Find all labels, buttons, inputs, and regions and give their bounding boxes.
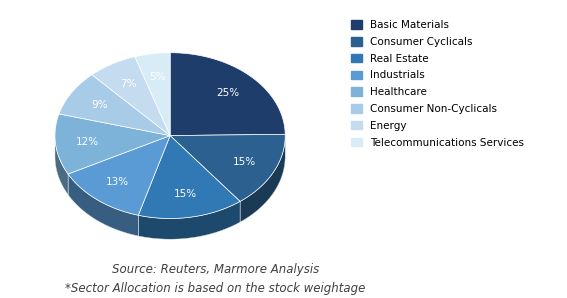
Legend: Basic Materials, Consumer Cyclicals, Real Estate, Industrials, Healthcare, Consu: Basic Materials, Consumer Cyclicals, Rea… — [352, 20, 524, 148]
Polygon shape — [138, 201, 240, 239]
Text: 25%: 25% — [217, 88, 240, 98]
Polygon shape — [135, 53, 170, 136]
Text: 15%: 15% — [174, 189, 197, 199]
Polygon shape — [59, 75, 170, 136]
Polygon shape — [68, 174, 138, 236]
Polygon shape — [68, 136, 170, 215]
Polygon shape — [55, 114, 170, 174]
Polygon shape — [55, 136, 68, 195]
Polygon shape — [170, 134, 285, 201]
Text: 5%: 5% — [149, 72, 166, 82]
Polygon shape — [68, 174, 138, 236]
Polygon shape — [170, 53, 285, 136]
Text: 9%: 9% — [91, 100, 107, 110]
Polygon shape — [92, 57, 170, 136]
Text: 13%: 13% — [106, 177, 129, 187]
Polygon shape — [240, 136, 285, 222]
Text: 7%: 7% — [120, 79, 137, 89]
Polygon shape — [138, 136, 240, 218]
Polygon shape — [240, 136, 285, 222]
Polygon shape — [138, 201, 240, 239]
Text: 12%: 12% — [76, 137, 99, 147]
Polygon shape — [55, 136, 68, 195]
Text: 15%: 15% — [233, 157, 256, 167]
Text: Source: Reuters, Marmore Analysis
*Sector Allocation is based on the stock weigh: Source: Reuters, Marmore Analysis *Secto… — [65, 263, 366, 295]
